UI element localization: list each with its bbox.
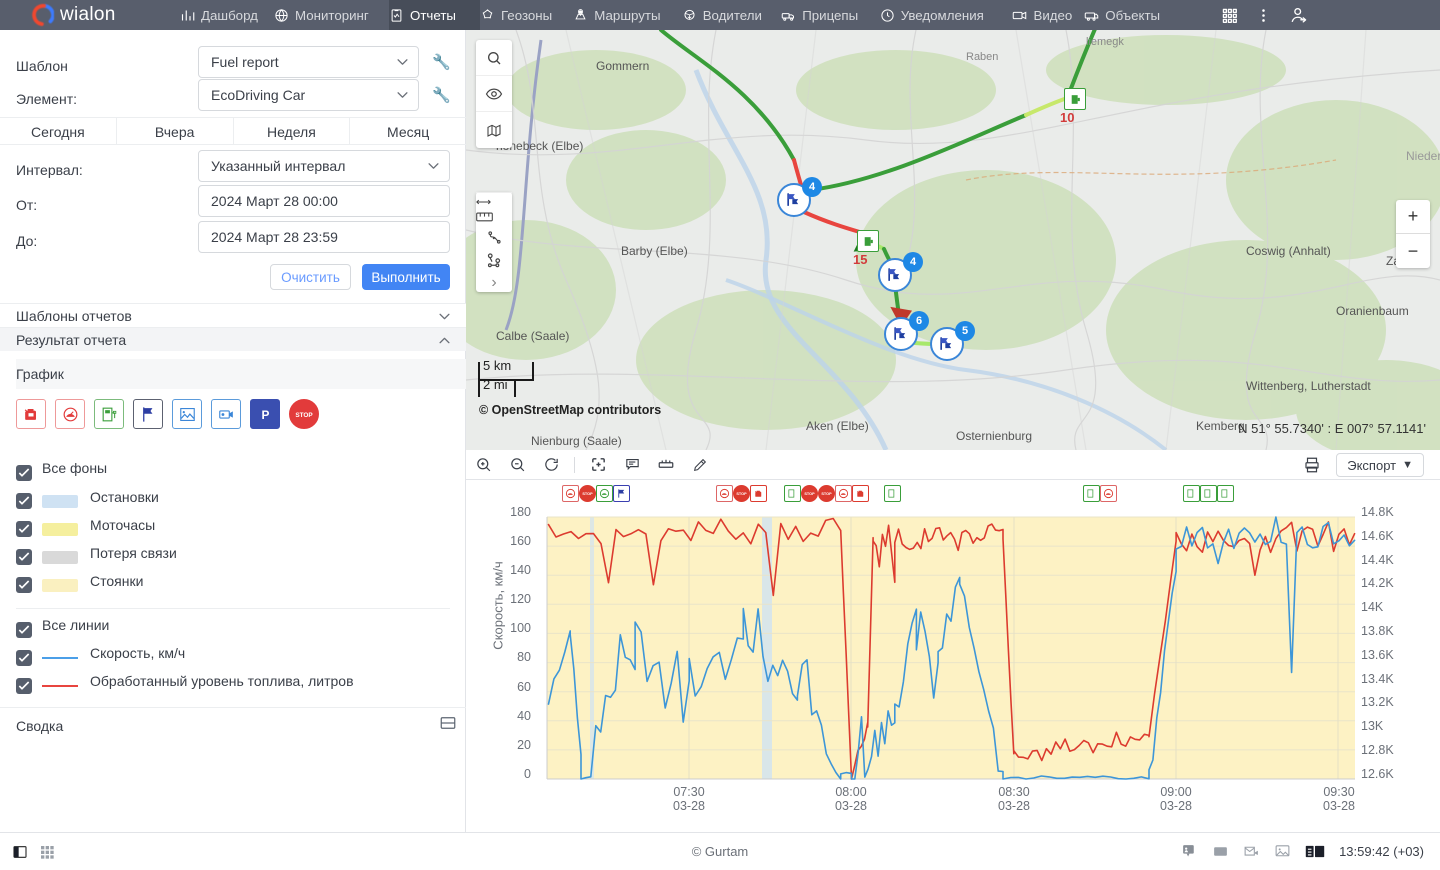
- svg-text:Nieder: Nieder: [1406, 149, 1440, 163]
- svg-text:Calbe (Saale): Calbe (Saale): [496, 329, 569, 343]
- svg-text:Nienburg (Saale): Nienburg (Saale): [531, 434, 622, 448]
- svg-text:Barby (Elbe): Barby (Elbe): [621, 244, 688, 258]
- svg-text:Osternienburg: Osternienburg: [956, 429, 1032, 443]
- svg-text:P: P: [261, 407, 269, 421]
- svg-text:STOP: STOP: [821, 492, 832, 496]
- svg-text:STOP: STOP: [804, 492, 815, 496]
- svg-text:Coswig (Anhalt): Coswig (Anhalt): [1246, 244, 1331, 258]
- svg-text:STOP: STOP: [295, 412, 313, 419]
- svg-text:liemegk: liemegk: [1086, 36, 1124, 48]
- svg-text:Oranienbaum: Oranienbaum: [1336, 304, 1409, 318]
- svg-text:STOP: STOP: [736, 492, 747, 496]
- svg-text:Wittenberg, Lutherstadt: Wittenberg, Lutherstadt: [1246, 379, 1371, 393]
- svg-text:Gommern: Gommern: [596, 59, 649, 73]
- svg-text:Raben: Raben: [966, 51, 998, 63]
- svg-text:STOP: STOP: [582, 492, 593, 496]
- svg-text:Aken (Elbe): Aken (Elbe): [806, 419, 869, 433]
